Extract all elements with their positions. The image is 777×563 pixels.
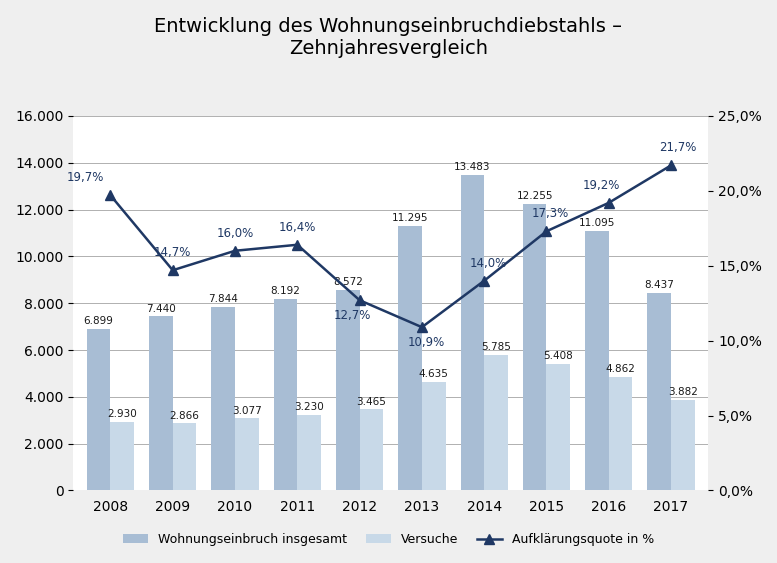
Bar bbox=[399, 226, 422, 490]
Aufklärungsquote in % bbox=[106, 192, 115, 199]
Bar bbox=[585, 231, 608, 490]
Text: 11.295: 11.295 bbox=[392, 213, 428, 224]
Line: Aufklärungsquote in %: Aufklärungsquote in % bbox=[106, 160, 676, 332]
Bar bbox=[87, 329, 110, 490]
Text: 11.095: 11.095 bbox=[579, 218, 615, 228]
Text: 5.785: 5.785 bbox=[481, 342, 511, 352]
Text: 4.635: 4.635 bbox=[419, 369, 448, 379]
Aufklärungsquote in % bbox=[168, 267, 177, 274]
Text: 7.844: 7.844 bbox=[208, 294, 238, 304]
Text: 8.437: 8.437 bbox=[644, 280, 674, 290]
Text: 8.572: 8.572 bbox=[333, 277, 363, 287]
Text: 14,7%: 14,7% bbox=[154, 246, 191, 259]
Text: 19,2%: 19,2% bbox=[583, 178, 621, 192]
Aufklärungsquote in % bbox=[479, 278, 489, 284]
Bar bbox=[461, 175, 484, 490]
Aufklärungsquote in % bbox=[355, 297, 364, 303]
Text: 12,7%: 12,7% bbox=[334, 310, 371, 323]
Aufklärungsquote in % bbox=[542, 228, 551, 235]
Text: 3.077: 3.077 bbox=[232, 406, 262, 415]
Bar bbox=[298, 415, 321, 490]
Bar bbox=[546, 364, 570, 490]
Text: 3.882: 3.882 bbox=[668, 387, 698, 397]
Aufklärungsquote in % bbox=[417, 324, 427, 330]
Text: 7.440: 7.440 bbox=[146, 303, 176, 314]
Text: Entwicklung des Wohnungseinbruchdiebstahls –
Zehnjahresvergleich: Entwicklung des Wohnungseinbruchdiebstah… bbox=[155, 17, 622, 58]
Text: 2.930: 2.930 bbox=[107, 409, 138, 419]
Bar bbox=[274, 299, 298, 490]
Text: 21,7%: 21,7% bbox=[660, 141, 697, 154]
Text: 2.866: 2.866 bbox=[169, 410, 200, 421]
Text: 5.408: 5.408 bbox=[543, 351, 573, 361]
Bar bbox=[523, 204, 546, 490]
Text: 3.230: 3.230 bbox=[294, 402, 324, 412]
Bar bbox=[110, 422, 134, 490]
Aufklärungsquote in % bbox=[604, 199, 613, 206]
Text: 3.465: 3.465 bbox=[357, 396, 386, 406]
Aufklärungsquote in % bbox=[293, 242, 302, 248]
Text: 16,4%: 16,4% bbox=[279, 221, 316, 234]
Legend: Wohnungseinbruch insgesamt, Versuche, Aufklärungsquote in %: Wohnungseinbruch insgesamt, Versuche, Au… bbox=[118, 528, 659, 551]
Bar bbox=[422, 382, 445, 490]
Text: 6.899: 6.899 bbox=[84, 316, 113, 326]
Bar bbox=[671, 400, 695, 490]
Bar bbox=[484, 355, 508, 490]
Bar bbox=[360, 409, 383, 490]
Bar bbox=[336, 290, 360, 490]
Bar bbox=[608, 377, 632, 490]
Text: 14,0%: 14,0% bbox=[470, 257, 507, 270]
Bar bbox=[647, 293, 671, 490]
Text: 4.862: 4.862 bbox=[605, 364, 636, 374]
Text: 19,7%: 19,7% bbox=[67, 171, 104, 184]
Bar bbox=[149, 316, 172, 490]
Text: 8.192: 8.192 bbox=[270, 286, 301, 296]
Text: 16,0%: 16,0% bbox=[217, 227, 253, 240]
Bar bbox=[211, 307, 235, 490]
Text: 12.255: 12.255 bbox=[517, 191, 553, 201]
Text: 17,3%: 17,3% bbox=[532, 207, 570, 220]
Aufklärungsquote in % bbox=[667, 162, 676, 169]
Text: 13.483: 13.483 bbox=[454, 162, 490, 172]
Text: 10,9%: 10,9% bbox=[407, 337, 444, 350]
Bar bbox=[172, 423, 197, 490]
Aufklärungsquote in % bbox=[230, 247, 239, 254]
Bar bbox=[235, 418, 259, 490]
